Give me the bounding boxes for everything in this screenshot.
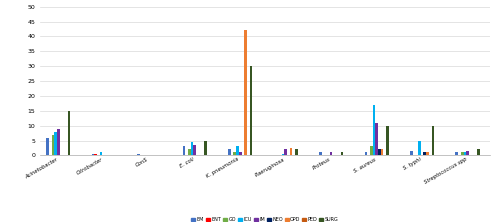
Bar <box>194 145 196 155</box>
Legend: EM, ENT, GO, ICU, IM, NEO, OPD, PED, SURG: EM, ENT, GO, ICU, IM, NEO, OPD, PED, SUR… <box>192 217 338 222</box>
Bar <box>250 66 252 155</box>
Bar <box>290 148 292 155</box>
Bar <box>137 154 140 155</box>
Bar <box>46 138 49 155</box>
Bar <box>190 142 194 155</box>
Bar <box>340 153 343 155</box>
Bar <box>284 149 287 155</box>
Bar <box>466 151 469 155</box>
Bar <box>68 111 70 155</box>
Bar <box>244 30 247 155</box>
Bar <box>456 153 458 155</box>
Bar <box>372 105 376 155</box>
Bar <box>188 149 190 155</box>
Bar <box>94 154 97 155</box>
Bar <box>378 149 380 155</box>
Bar <box>52 135 54 155</box>
Bar <box>57 129 59 155</box>
Bar <box>182 147 186 155</box>
Bar <box>426 153 429 155</box>
Bar <box>424 153 426 155</box>
Bar <box>228 149 231 155</box>
Bar <box>464 153 466 155</box>
Bar <box>236 147 239 155</box>
Bar <box>100 153 102 155</box>
Bar <box>370 147 372 155</box>
Bar <box>380 149 384 155</box>
Bar <box>461 153 464 155</box>
Bar <box>282 154 284 155</box>
Bar <box>239 153 242 155</box>
Bar <box>376 123 378 155</box>
Bar <box>410 151 412 155</box>
Bar <box>330 153 332 155</box>
Bar <box>386 126 388 155</box>
Bar <box>204 141 207 155</box>
Bar <box>54 132 57 155</box>
Bar <box>477 149 480 155</box>
Bar <box>418 141 421 155</box>
Bar <box>295 149 298 155</box>
Bar <box>319 153 322 155</box>
Bar <box>432 126 434 155</box>
Bar <box>234 153 236 155</box>
Bar <box>364 153 367 155</box>
Bar <box>92 154 94 155</box>
